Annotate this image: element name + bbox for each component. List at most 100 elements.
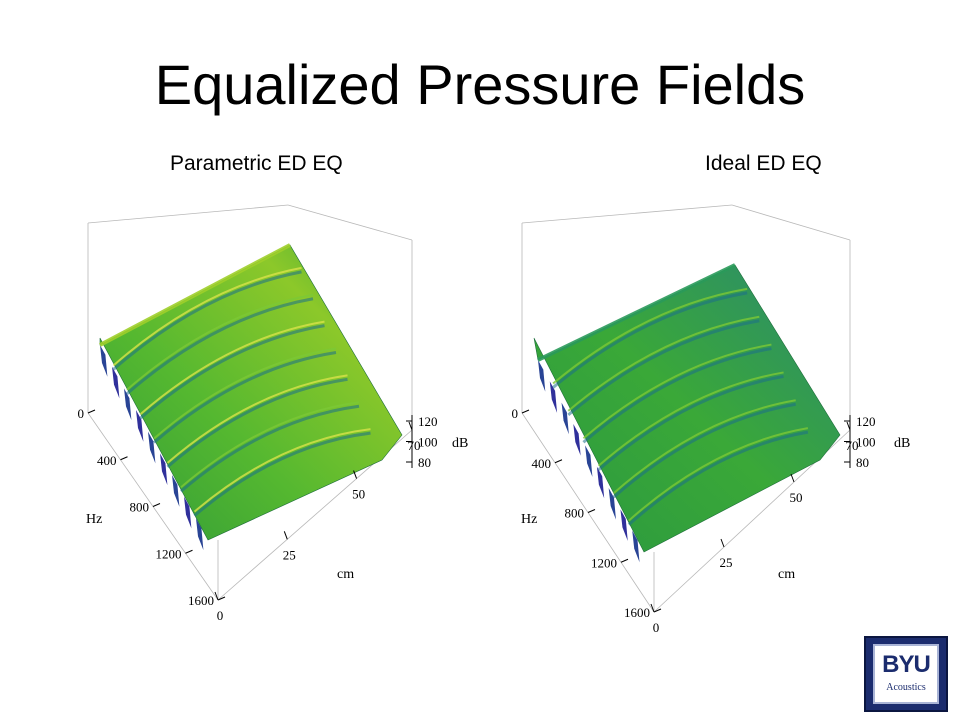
cm-tick-label: 0 — [653, 620, 660, 635]
ridge-line — [166, 377, 348, 469]
box-edge — [287, 204, 413, 241]
ridge-highlight — [613, 399, 796, 494]
side-slot — [585, 445, 593, 477]
box-edge — [521, 204, 733, 224]
ridge-line — [627, 430, 809, 526]
db-axis: 120 100 80 dB — [406, 414, 468, 470]
cm-tick — [790, 473, 795, 483]
db-axis-label: dB — [452, 436, 468, 451]
hz-tick-label: 800 — [130, 500, 150, 515]
hz-tick-label: 0 — [78, 406, 85, 421]
db-tick-label: 80 — [418, 455, 431, 470]
slide-title: Equalized Pressure Fields — [154, 53, 806, 116]
ridge-line — [193, 431, 371, 517]
side-slot — [561, 402, 569, 435]
surface-side — [538, 360, 640, 563]
hz-tick-label: 1200 — [591, 555, 617, 570]
side-slot — [196, 518, 204, 551]
hz-tick — [620, 558, 629, 563]
side-slot — [112, 366, 120, 399]
chart-title-parametric: Parametric ED EQ — [170, 152, 343, 175]
surface-ridges — [537, 263, 809, 526]
hz-tick — [653, 608, 662, 613]
hz-tick-label: 800 — [565, 506, 585, 521]
side-slot — [620, 509, 628, 541]
surface-ridges — [99, 243, 371, 517]
cm-axis-label: cm — [337, 567, 354, 582]
logo-inner: BYU Acoustics — [873, 644, 939, 704]
side-slot — [124, 388, 132, 421]
ridge-highlight — [153, 347, 337, 440]
db-axis-label: dB — [894, 436, 910, 451]
side-slot — [136, 410, 144, 442]
surface-side — [100, 345, 204, 551]
db-tick-label: 80 — [856, 455, 869, 470]
hz-tick-label: 400 — [532, 456, 552, 471]
hz-tick-label: 1600 — [188, 593, 214, 608]
byu-acoustics-logo: BYU Acoustics — [864, 636, 948, 712]
ridge-highlight — [597, 371, 784, 467]
ridge-line — [597, 374, 784, 471]
ridge-highlight — [628, 427, 809, 522]
hz-tick — [217, 596, 226, 601]
db-tick-label: 100 — [856, 435, 876, 450]
hz-tick-label: 400 — [97, 453, 117, 468]
box-edge — [731, 204, 851, 241]
ridge-line — [139, 324, 325, 420]
hz-tick — [185, 549, 193, 554]
ridge-highlight — [567, 315, 760, 412]
side-slot — [596, 466, 605, 499]
side-slot — [184, 496, 192, 529]
side-slot — [632, 530, 640, 563]
side-slot — [538, 360, 546, 392]
db-tick-label: 100 — [418, 435, 438, 450]
cm-axis-label: cm — [778, 567, 795, 582]
cm-tick — [650, 603, 655, 613]
ridge-highlight — [552, 287, 748, 385]
hz-tick — [120, 456, 128, 461]
ridge-line — [112, 270, 302, 371]
surface-crest — [537, 263, 736, 362]
hz-tick — [152, 503, 161, 507]
cm-tick — [720, 538, 725, 548]
hz-tick — [87, 409, 96, 414]
ridge-line — [612, 402, 796, 499]
cm-tick — [214, 591, 219, 601]
ridge-highlight — [582, 343, 772, 440]
ridge-line — [180, 404, 360, 493]
side-slot — [573, 424, 581, 456]
hz-tick — [554, 459, 563, 464]
ridge-line — [582, 347, 772, 444]
side-slot — [160, 453, 168, 486]
side-slot — [148, 431, 156, 464]
ridge-line — [153, 351, 337, 444]
side-slot — [549, 381, 558, 413]
logo-subtitle: Acoustics — [886, 682, 926, 693]
cm-tick-label: 50 — [352, 487, 365, 502]
ridge-highlight — [166, 374, 348, 464]
cm-tick-label: 50 — [790, 490, 803, 505]
cm-tick — [283, 531, 288, 540]
db-axis: 120 100 80 dB — [844, 414, 910, 470]
side-slot — [100, 345, 108, 377]
ridge-highlight — [193, 428, 371, 513]
hz-axis-label: Hz — [86, 512, 102, 527]
ridge-line — [126, 297, 314, 395]
logo-mark: BYU — [882, 651, 931, 678]
ridge-highlight — [126, 293, 314, 391]
hz-tick-label: 1200 — [156, 546, 182, 561]
hz-tick — [587, 509, 596, 513]
ridge-highlight — [180, 401, 360, 489]
cm-tick-label: 25 — [720, 555, 733, 570]
cm-tick — [353, 470, 358, 479]
ridge-highlight — [139, 320, 325, 415]
cm-tick-label: 0 — [217, 608, 224, 623]
hz-axis-label: Hz — [521, 512, 537, 527]
hz-tick-label: 1600 — [624, 605, 650, 620]
db-tick-label: 120 — [418, 414, 438, 429]
ridge-line — [567, 319, 760, 417]
